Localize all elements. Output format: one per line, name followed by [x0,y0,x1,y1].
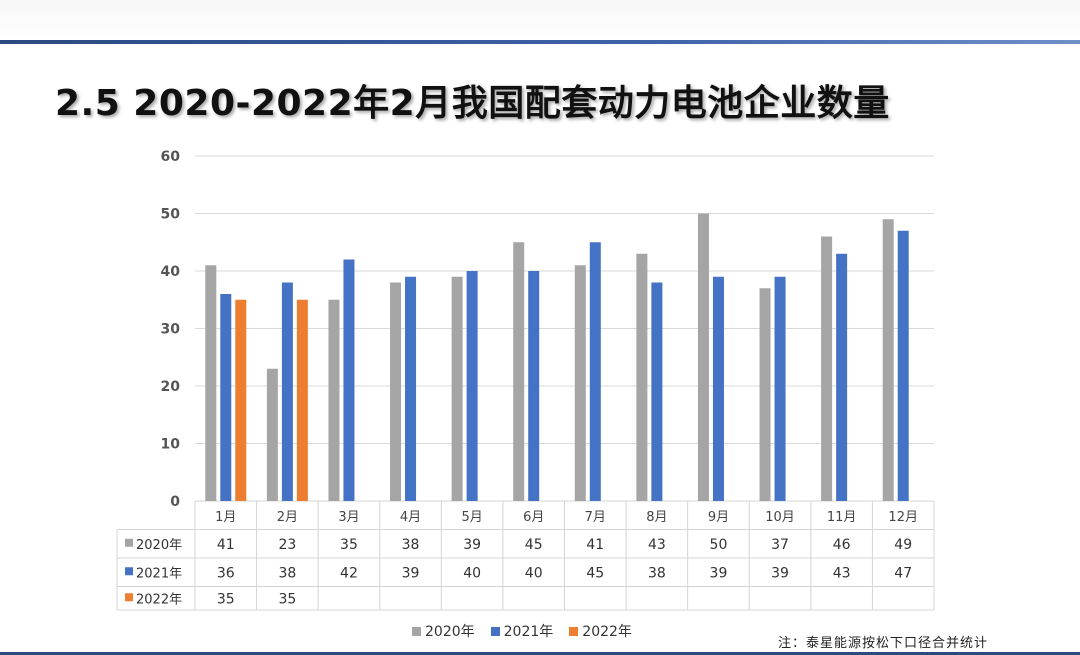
legend-swatch-2021 [490,626,500,636]
table-cell-value: 39 [463,537,481,553]
bar [328,299,340,501]
bar [296,299,308,501]
header-background [0,0,1080,40]
x-tick-label: 7月 [585,510,606,525]
x-tick-label: 10月 [765,510,795,525]
bar [589,242,601,501]
bar [513,242,525,501]
bar [281,282,293,501]
table-cell-value: 39 [402,565,420,581]
x-tick-label: 9月 [708,510,729,525]
x-tick-label: 4月 [400,510,421,525]
table-cell-value: 43 [833,565,851,581]
bar [712,276,724,501]
table-cell-value: 43 [648,537,666,553]
table-cell-value: 45 [525,537,543,553]
bar [266,368,278,501]
y-tick-label: 60 [161,149,181,165]
table-cell-value: 47 [894,565,912,581]
table-series-label: 2021年 [136,566,182,581]
table-cell-value: 36 [217,565,235,581]
bar [466,271,478,501]
legend-item-2020: 2020年 [412,621,475,641]
y-tick-label: 30 [161,322,181,338]
source-note: 注：泰星能源按松下口径合并统计 [778,636,989,651]
table-cell-value: 38 [648,565,666,581]
x-tick-label: 3月 [338,510,359,525]
x-tick-label: 6月 [523,510,544,525]
bar [759,288,771,501]
table-cell-value: 42 [340,565,358,581]
table-cell-value: 35 [217,591,235,607]
bar [774,276,786,501]
y-tick-label: 50 [161,207,181,223]
table-cell-value: 49 [894,537,912,553]
table-cell-value: 38 [278,565,296,581]
x-tick-label: 2月 [277,510,298,525]
bar [697,213,709,501]
table-cell-value: 39 [710,565,728,581]
bar [651,282,663,501]
table-cell-value: 40 [463,565,481,581]
x-tick-label: 11月 [827,510,857,525]
table-cell-value: 35 [340,537,358,553]
legend-swatch-2020 [412,626,421,636]
table-cell-value: 23 [278,537,296,553]
table-cell-value: 39 [771,565,789,581]
table-series-label: 2022年 [136,592,182,607]
table-series-swatch [125,538,133,547]
chart-legend: 2020年 2021年 2022年 [412,621,632,641]
x-tick-label: 1月 [215,510,236,525]
legend-swatch-2022 [569,626,579,636]
legend-item-2021: 2021年 [490,621,554,641]
x-tick-label: 5月 [461,510,482,525]
bar [235,299,247,501]
legend-label-2022: 2022年 [582,624,632,640]
footer-divider [0,652,1080,655]
bar [882,219,894,501]
bar [205,265,217,501]
x-tick-label: 12月 [888,510,918,525]
y-tick-label: 10 [161,437,181,453]
y-tick-label: 0 [170,494,180,510]
slide-title: 2.5 2020-2022年2月我国配套动力电池企业数量 [55,83,890,124]
bar [574,265,586,501]
bar [897,230,909,501]
y-tick-label: 20 [161,379,181,395]
table-cell-value: 46 [833,537,851,553]
table-series-label: 2020年 [136,538,182,553]
table-cell-value: 35 [278,591,296,607]
bar [343,259,355,501]
bar [451,276,463,501]
legend-label-2020: 2020年 [425,624,475,640]
table-series-swatch [125,593,133,602]
table-cell-value: 41 [586,537,604,553]
legend-item-2022: 2022年 [569,621,632,641]
bar [528,271,540,501]
table-cell-value: 40 [525,565,543,581]
bar [220,294,232,501]
table-cell-value: 45 [586,565,604,581]
bar [821,236,833,501]
table-cell-value: 41 [217,537,235,553]
table-cell-value: 37 [771,537,789,553]
table-series-swatch [125,567,133,576]
table-cell-value: 38 [402,537,420,553]
header-divider [0,40,1080,44]
y-tick-label: 40 [161,264,181,280]
bar [836,253,848,501]
table-cell-value: 50 [710,537,728,553]
x-tick-label: 8月 [646,510,667,525]
bar [390,282,402,501]
bar [405,276,417,501]
bar [636,253,648,501]
legend-label-2021: 2021年 [503,624,554,640]
